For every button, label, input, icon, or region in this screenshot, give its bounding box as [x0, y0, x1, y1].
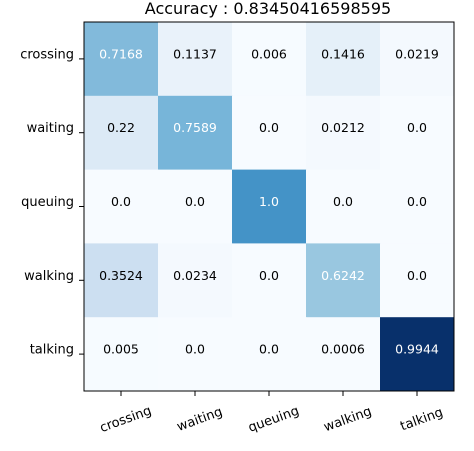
heatmap-cell-queuing-talking: [380, 169, 455, 244]
x-axis-tick-labels: crossing waiting queuing walking talking: [98, 391, 445, 436]
heatmap-cell-crossing-queuing: [232, 22, 307, 97]
heatmap-value-labels: 0.7168 0.1137 0.006 0.1416 0.0219 0.22 0.7589 0…: [99, 46, 439, 356]
heatmap-cell-queuing-walking: [306, 169, 381, 244]
heatmap-cell-talking-queuing: [232, 317, 307, 392]
cell-value-label: 0.7589: [173, 120, 217, 135]
heatmap-cell-walking-talking: [380, 243, 455, 318]
cell-value-label: 0.9944: [395, 342, 439, 357]
cell-value-label: 0.005: [103, 342, 139, 357]
heatmap-cell-queuing-crossing: [84, 169, 159, 244]
cell-value-label: 0.0006: [321, 342, 365, 357]
heatmap-cell-crossing-crossing: [84, 22, 159, 97]
y-tick-label-waiting: waiting: [27, 121, 74, 136]
cell-value-label: 0.0219: [395, 46, 439, 61]
cell-value-label: 0.0: [111, 194, 131, 209]
heatmap-cell-waiting-crossing: [84, 95, 159, 171]
x-tick-label-queuing: queuing: [246, 404, 301, 436]
x-tick-label-talking: talking: [398, 405, 445, 434]
heatmap-cell-walking-walking: [306, 243, 381, 318]
heatmap-cell-walking-waiting: [158, 243, 233, 318]
heatmap-cell-talking-walking: [306, 317, 381, 392]
x-tick-label-walking: walking: [322, 404, 374, 435]
heatmap-cells: [84, 22, 455, 392]
heatmap-cell-talking-talking: [380, 317, 455, 392]
heatmap-cell-talking-crossing: [84, 317, 159, 392]
y-tick-label-queuing: queuing: [21, 195, 74, 210]
cell-value-label: 0.1137: [173, 46, 217, 61]
x-tick-label-crossing: crossing: [98, 403, 154, 436]
heatmap-cell-waiting-queuing: [232, 95, 307, 171]
heatmap-cell-crossing-waiting: [158, 22, 233, 97]
cell-value-label: 0.0: [259, 268, 279, 283]
cell-value-label: 0.3524: [99, 268, 143, 283]
heatmap-cell-crossing-walking: [306, 22, 381, 97]
cell-value-label: 0.006: [251, 46, 287, 61]
heatmap-cell-crossing-talking: [380, 22, 455, 97]
cell-value-label: 0.0: [259, 120, 279, 135]
heatmap-cell-talking-waiting: [158, 317, 233, 392]
y-tick-label-talking: talking: [30, 343, 74, 358]
cell-value-label: 0.1416: [321, 46, 365, 61]
cell-value-label: 0.0: [259, 342, 279, 357]
cell-value-label: 0.6242: [321, 268, 365, 283]
cell-value-label: 0.0: [333, 194, 353, 209]
y-axis-tick-labels: crossing waiting queuing walking talking: [20, 47, 84, 358]
cell-value-label: 0.22: [107, 120, 135, 135]
heatmap-cell-waiting-waiting: [158, 95, 233, 171]
heatmap-cell-queuing-waiting: [158, 169, 233, 244]
heatmap-cell-walking-crossing: [84, 243, 159, 318]
cell-value-label: 0.0: [407, 194, 427, 209]
heatmap-cell-waiting-talking: [380, 95, 455, 171]
cell-value-label: 1.0: [259, 194, 279, 209]
cell-value-label: 0.0212: [321, 120, 365, 135]
plot-frame: [83, 21, 455, 392]
heatmap-cell-waiting-walking: [306, 95, 381, 171]
y-tick-label-walking: walking: [24, 269, 74, 284]
cell-value-label: 0.0: [407, 120, 427, 135]
heatmap-cell-walking-queuing: [232, 243, 307, 318]
chart-title: Accuracy : 0.83450416598595: [145, 0, 391, 18]
y-tick-label-crossing: crossing: [20, 47, 74, 62]
cell-value-label: 0.0: [185, 342, 205, 357]
cell-value-label: 0.0: [407, 268, 427, 283]
cell-value-label: 0.0234: [173, 268, 217, 283]
x-tick-label-waiting: waiting: [175, 405, 225, 435]
cell-value-label: 0.7168: [99, 46, 143, 61]
heatmap-cell-queuing-queuing: [232, 169, 307, 244]
cell-value-label: 0.0: [185, 194, 205, 209]
